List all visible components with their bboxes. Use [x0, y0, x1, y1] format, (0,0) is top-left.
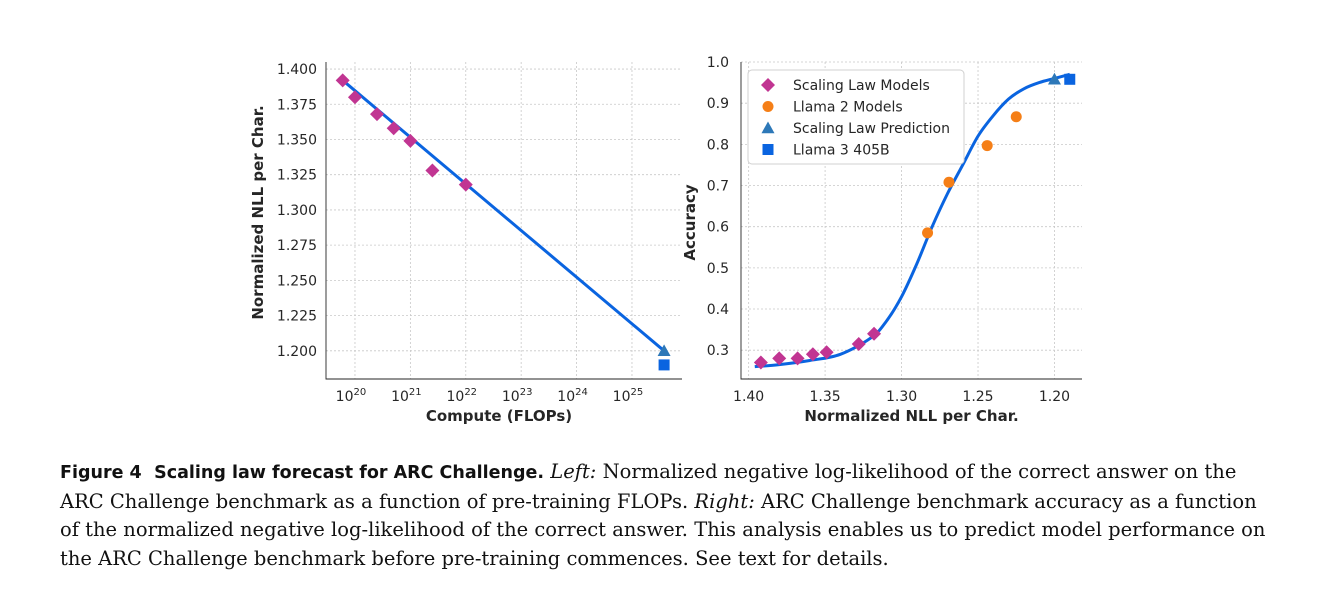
caption-title: Scaling law forecast for ARC Challenge. — [154, 463, 545, 483]
right-xtick-label: 1.35 — [810, 389, 841, 405]
right-xtick-label: 1.40 — [733, 389, 764, 405]
left-xtick-label: 1025 — [613, 387, 644, 405]
right-y-axis-label: Accuracy — [681, 184, 699, 260]
legend-marker-llama2-models — [762, 101, 774, 112]
left-point-scaling-law-prediction — [657, 344, 671, 357]
left-point-scaling-law-models — [425, 163, 440, 178]
caption-left-label: Left: — [550, 460, 597, 483]
right-legend: Scaling Law Models Llama 2 Models Scaling … — [747, 69, 965, 165]
legend-label-llama2-models: Llama 2 Models — [793, 100, 903, 116]
left-point-scaling-law-models — [335, 73, 350, 88]
right-xtick-label: 1.20 — [1039, 389, 1070, 405]
right-point-scaling-law-models — [805, 347, 820, 362]
right-xtick-label: 1.30 — [886, 389, 917, 405]
right-ytick-label: 0.3 — [707, 343, 729, 359]
legend-marker-llama3-405b — [762, 144, 774, 155]
left-ytick-label: 1.325 — [277, 168, 317, 184]
left-xtick-label: 1021 — [391, 387, 422, 405]
figure-charts: 1.200 1.225 1.250 1.275 1.300 1.325 1.350 1.375… — [249, 55, 1082, 425]
right-ytick-label: 0.9 — [707, 96, 729, 112]
legend-label-scaling-law-models: Scaling Law Models — [793, 78, 930, 94]
legend-marker-scaling-law-prediction — [761, 121, 775, 134]
right-point-llama2-models — [922, 227, 934, 239]
left-point-scaling-law-models — [386, 121, 401, 136]
left-ytick-label: 1.250 — [277, 273, 317, 289]
left-xtick-label: 1024 — [557, 387, 588, 405]
left-x-axis-label: Compute (FLOPs) — [426, 407, 572, 425]
left-point-scaling-law-models — [458, 177, 473, 192]
right-point-llama2-models — [1010, 111, 1022, 123]
right-chart: 0.3 0.4 0.5 0.6 0.7 0.8 0.9 1.0 1.40 1.35 1.30 1.25… — [681, 55, 1082, 425]
figure-caption: Figure 4 Scaling law forecast for ARC Ch… — [60, 458, 1276, 573]
left-point-scaling-law-models — [403, 133, 418, 148]
caption-left-text: Normalized negative log-likelihood of th… — [60, 460, 1237, 513]
right-ytick-label: 1.0 — [707, 55, 729, 71]
left-ytick-label: 1.200 — [277, 344, 317, 360]
left-ytick-label: 1.400 — [277, 62, 317, 78]
right-axes-spines — [740, 62, 1082, 380]
caption-right-text: ARC Challenge benchmark accuracy as a fu… — [60, 489, 1266, 570]
left-ytick-label: 1.375 — [277, 97, 317, 113]
right-point-scaling-law-models — [819, 345, 834, 360]
right-ytick-label: 0.5 — [707, 261, 729, 277]
legend-frame — [747, 69, 965, 165]
left-xtick-label: 1022 — [446, 387, 477, 405]
right-point-llama2-models — [943, 176, 955, 188]
right-ytick-label: 0.7 — [707, 179, 729, 195]
right-point-scaling-law-models — [867, 326, 882, 341]
right-point-scaling-law-models — [753, 355, 768, 370]
left-axes-spines — [325, 62, 682, 380]
left-y-axis-label: Normalized NLL per Char. — [249, 105, 267, 319]
right-ytick-label: 0.6 — [707, 220, 729, 236]
left-point-llama3-405b — [658, 359, 670, 371]
right-point-llama2-models — [981, 140, 993, 152]
left-ytick-label: 1.350 — [277, 132, 317, 148]
left-point-scaling-law-models — [347, 90, 362, 105]
right-ytick-label: 0.8 — [707, 137, 729, 153]
right-point-scaling-law-models — [790, 351, 805, 366]
left-ytick-label: 1.300 — [277, 203, 317, 219]
left-chart: 1.200 1.225 1.250 1.275 1.300 1.325 1.350 1.375… — [249, 62, 682, 425]
right-point-scaling-law-prediction — [1047, 72, 1061, 85]
right-xtick-label: 1.25 — [962, 389, 993, 405]
left-xtick-label: 1020 — [336, 387, 367, 405]
left-fit-line — [341, 79, 666, 352]
caption-figure-label: Figure 4 — [60, 463, 142, 483]
left-xtick-label: 1023 — [502, 387, 533, 405]
legend-marker-scaling-law-models — [761, 78, 775, 92]
right-ytick-label: 0.4 — [707, 302, 729, 318]
right-point-scaling-law-models — [851, 337, 866, 352]
right-point-scaling-law-models — [772, 351, 787, 366]
right-point-llama3-405b — [1064, 73, 1076, 85]
left-ytick-label: 1.275 — [277, 238, 317, 254]
right-fit-curve — [754, 72, 1071, 369]
left-point-scaling-law-models — [370, 107, 385, 122]
legend-label-scaling-law-prediction: Scaling Law Prediction — [793, 121, 950, 137]
legend-label-llama3-405b: Llama 3 405B — [793, 143, 890, 159]
caption-right-label: Right: — [694, 489, 755, 513]
right-x-axis-label: Normalized NLL per Char. — [804, 407, 1018, 425]
left-ytick-label: 1.225 — [277, 309, 317, 325]
